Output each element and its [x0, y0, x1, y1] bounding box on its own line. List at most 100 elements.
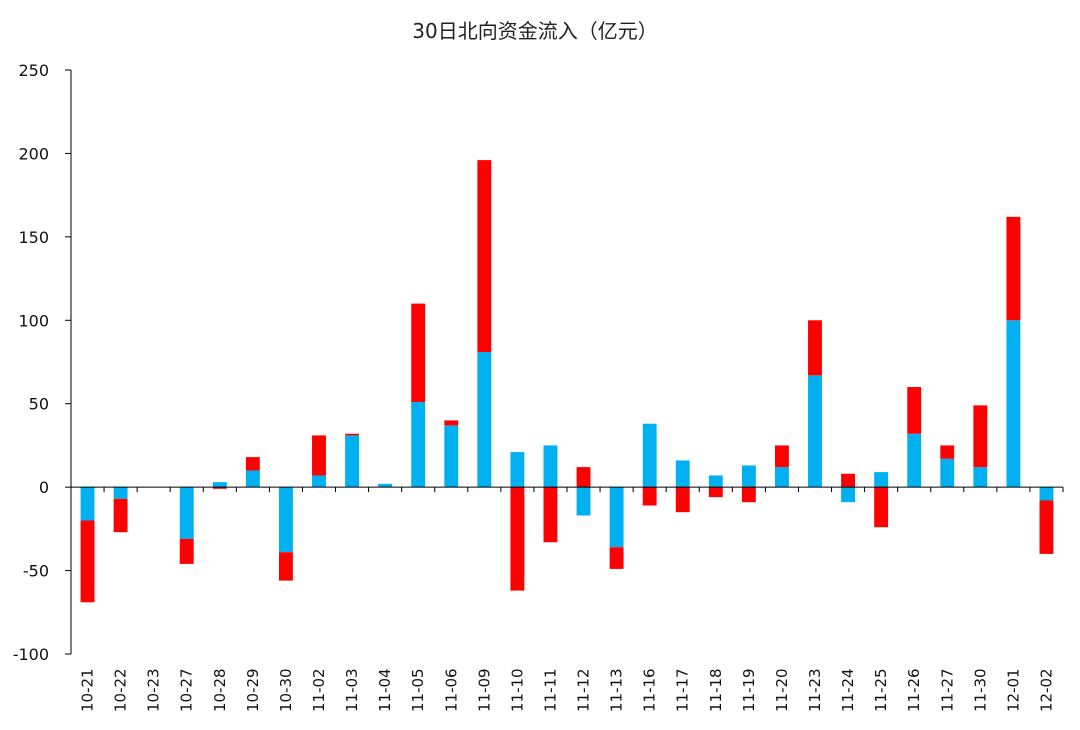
bar-series-2-11-20 — [774, 445, 789, 468]
bar-series-2-11-23 — [808, 320, 822, 376]
bar-series-2-11-30 — [973, 405, 988, 468]
bar-series-1-11-17 — [675, 460, 690, 488]
x-tick-label: 11-10 — [508, 668, 526, 712]
x-tick-label: 10-23 — [145, 668, 163, 712]
bar-series-2-12-01 — [1006, 216, 1021, 321]
x-tick-label: 11-03 — [343, 668, 361, 712]
bar-series-1-10-27 — [179, 487, 194, 539]
x-tick-label: 11-25 — [872, 668, 890, 712]
x-tick-label: 11-20 — [773, 668, 791, 712]
bar-series-1-11-04 — [378, 483, 393, 488]
bar-series-2-11-12 — [576, 467, 591, 488]
bar-series-1-12-01 — [1006, 320, 1021, 488]
bar-series-1-11-30 — [973, 467, 988, 488]
x-tick-label: 11-13 — [608, 668, 626, 712]
y-tick-label: 50 — [29, 395, 49, 414]
x-tick-label: 11-24 — [839, 668, 857, 712]
bar-series-1-10-30 — [278, 487, 293, 553]
x-tick-label: 12-02 — [1037, 668, 1055, 712]
x-tick-label: 11-16 — [641, 668, 659, 712]
bar-series-2-10-28 — [212, 487, 227, 489]
x-tick-label: 11-12 — [575, 668, 593, 712]
y-tick-label: -50 — [23, 562, 49, 581]
bar-series-2-11-13 — [609, 547, 624, 569]
bar-series-2-10-29 — [245, 457, 260, 471]
bar-series-1-11-11 — [543, 445, 558, 488]
x-tick-label: 11-30 — [971, 668, 989, 712]
x-tick-label: 10-29 — [244, 668, 262, 712]
y-tick-label: -100 — [13, 645, 49, 664]
bar-series-1-11-19 — [741, 465, 756, 488]
x-tick-label: 11-06 — [442, 668, 460, 712]
chart-title: 30日北向资金流入（亿元） — [412, 19, 657, 43]
bar-series-2-11-03 — [345, 433, 360, 436]
x-tick-label: 10-21 — [79, 668, 97, 712]
x-tick-label: 11-27 — [938, 668, 956, 712]
bars — [80, 160, 1054, 603]
bar-series-1-11-24 — [841, 487, 856, 503]
x-tick-label: 12-01 — [1004, 668, 1022, 712]
bar-series-2-10-27 — [179, 538, 194, 564]
bar-series-1-12-02 — [1039, 487, 1054, 501]
bar-series-1-11-18 — [708, 475, 723, 488]
bar-series-1-11-13 — [609, 487, 624, 548]
bar-series-2-11-25 — [874, 487, 889, 528]
x-tick-label: 11-18 — [707, 668, 725, 712]
x-tick-label: 11-02 — [310, 668, 328, 712]
bar-series-1-11-27 — [940, 458, 955, 488]
x-tick-label: 11-05 — [409, 668, 427, 712]
x-tick-label: 10-27 — [178, 668, 196, 712]
y-tick-label: 250 — [18, 61, 49, 80]
x-tick-label: 11-04 — [376, 668, 394, 712]
bar-series-1-11-10 — [510, 452, 525, 488]
bar-series-1-11-25 — [874, 472, 889, 488]
bar-series-2-10-21 — [80, 520, 95, 603]
bar-series-1-10-28 — [212, 482, 227, 488]
x-tick-label: 11-17 — [674, 668, 692, 712]
bar-series-2-11-24 — [841, 473, 856, 488]
bar-series-2-11-11 — [543, 487, 558, 543]
bar-series-1-11-26 — [907, 433, 922, 488]
x-tick-label: 10-30 — [277, 668, 295, 712]
bar-series-1-11-09 — [477, 351, 492, 488]
bar-series-1-11-20 — [774, 467, 789, 488]
bar-series-2-10-30 — [278, 552, 293, 581]
bar-series-2-11-10 — [510, 487, 525, 591]
y-tick-label: 150 — [18, 228, 49, 247]
bar-series-2-11-05 — [411, 303, 426, 403]
bar-series-2-11-06 — [444, 420, 459, 426]
bar-series-2-11-17 — [675, 487, 690, 513]
x-tick-label: 11-23 — [806, 668, 824, 712]
y-tick-label: 0 — [39, 478, 49, 497]
bar-series-1-11-23 — [808, 375, 822, 488]
y-tick-label: 100 — [18, 311, 49, 330]
bar-series-2-12-02 — [1039, 500, 1054, 554]
bar-series-1-10-21 — [80, 487, 95, 521]
x-axis: 10-21 10-22 10-23 10-27 10-28 10-29 10-30 11-02… — [70, 486, 1064, 712]
bar-series-1-10-22 — [113, 487, 128, 499]
bar-series-2-11-18 — [708, 487, 723, 498]
x-tick-label: 11-09 — [475, 668, 493, 712]
x-tick-label: 11-19 — [740, 668, 758, 712]
bar-series-1-11-16 — [642, 423, 657, 488]
x-tick-label: 11-11 — [541, 668, 559, 712]
bar-series-1-11-03 — [345, 435, 360, 488]
x-tick-label: 10-22 — [112, 668, 130, 712]
x-tick-label: 11-26 — [905, 668, 923, 712]
bar-series-2-11-09 — [477, 160, 492, 352]
bar-series-2-10-22 — [113, 498, 128, 533]
bar-series-2-11-19 — [741, 487, 756, 503]
bar-series-1-11-02 — [312, 475, 326, 488]
y-axis: 250 200 150 100 50 0 -50 -100 — [13, 61, 72, 664]
x-tick-label: 10-28 — [211, 668, 229, 712]
bar-series-1-11-06 — [444, 425, 459, 488]
bar-series-1-10-29 — [245, 470, 260, 488]
bar-series-2-11-16 — [642, 487, 657, 506]
bar-series-1-11-12 — [576, 487, 591, 516]
bar-series-2-11-26 — [907, 387, 922, 434]
bar-series-2-11-02 — [312, 435, 326, 476]
bar-series-1-11-05 — [411, 402, 426, 488]
bar-series-2-11-27 — [940, 445, 955, 459]
